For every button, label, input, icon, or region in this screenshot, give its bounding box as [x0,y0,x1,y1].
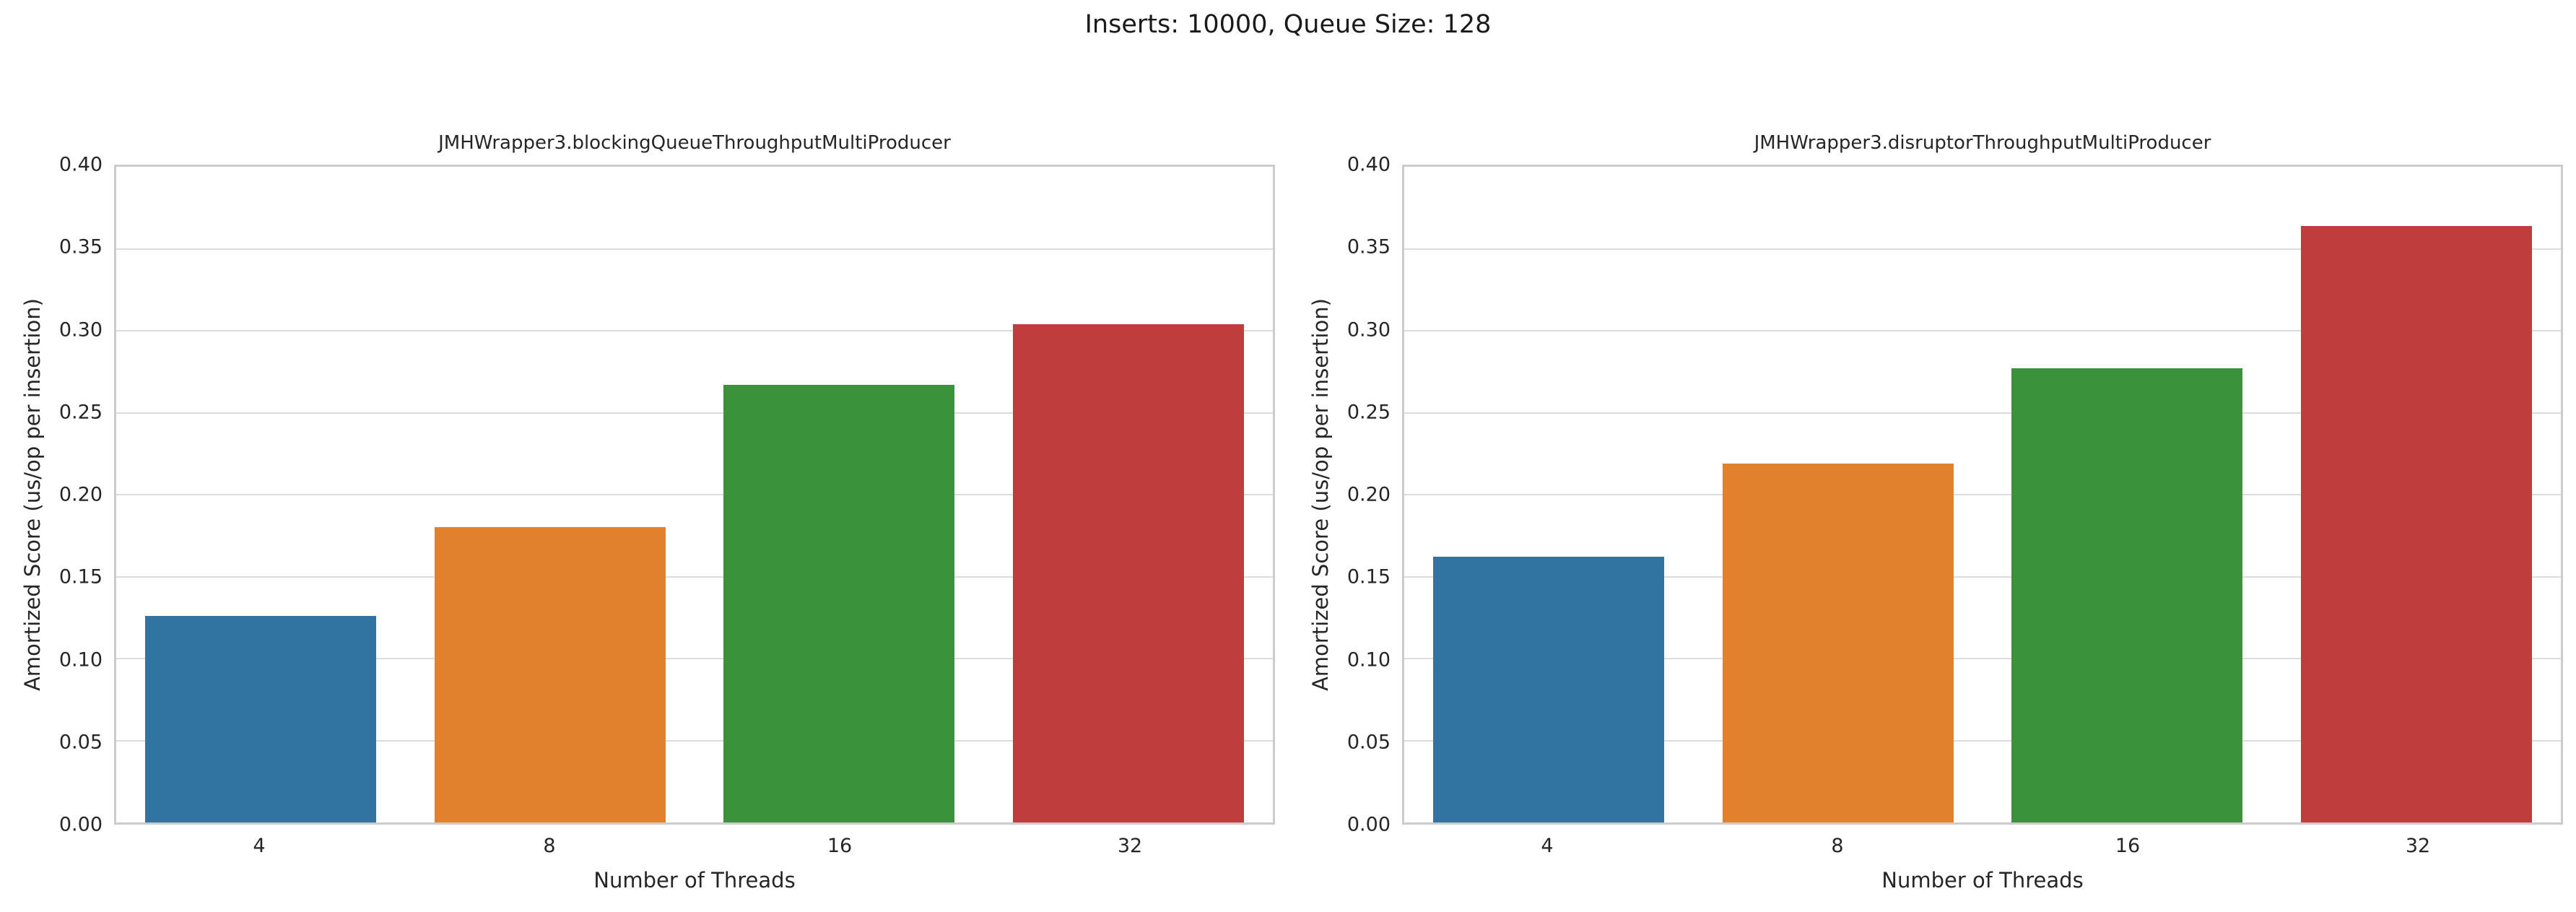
gridline [116,412,1273,414]
gridline [1404,494,2561,495]
bar-8-threads [1722,463,1954,822]
bar-4-threads [1433,557,1665,822]
y-tick-labels: 0.00 0.05 0.10 0.15 0.20 0.25 0.30 0.35 0.40 [0,155,103,835]
gridline [1404,576,2561,578]
plot-area [114,165,1275,825]
chart-disruptor: JMHWrapper3.disruptorThroughputMultiProd… [1288,0,2576,912]
gridline [1404,248,2561,250]
y-tick-label: 0.20 [1346,483,1391,506]
y-tick-labels: 0.00 0.05 0.10 0.15 0.20 0.25 0.30 0.35 0.40 [1288,155,1391,835]
x-tick-label: 16 [2115,835,2141,857]
y-tick-label: 0.15 [58,565,103,589]
gridline [1404,330,2561,331]
x-axis-label: Number of Threads [593,868,796,893]
y-tick-label: 0.10 [58,648,103,671]
y-tick-label: 0.10 [1346,648,1391,671]
y-tick-label: 0.25 [58,401,103,424]
y-tick-label: 0.40 [58,153,103,176]
axes-title: JMHWrapper3.disruptorThroughputMultiProd… [1754,132,2211,154]
x-tick-label: 16 [827,835,853,857]
gridline [1404,412,2561,414]
bar-16-threads [723,384,955,822]
gridline [116,658,1273,659]
bar-32-threads [1012,323,1244,822]
axes-title: JMHWrapper3.blockingQueueThroughputMulti… [438,132,951,154]
x-tick-label: 8 [1831,835,1844,857]
gridline [1404,739,2561,742]
y-tick-label: 0.40 [1346,153,1391,176]
gridline [116,248,1273,250]
y-tick-label: 0.35 [1346,235,1391,259]
x-tick-label: 32 [2405,835,2431,857]
y-tick-label: 0.15 [1346,565,1391,589]
x-tick-label: 32 [1117,835,1143,857]
bar-8-threads [434,527,666,822]
figure-title: Inserts: 10000, Queue Size: 128 [1084,10,1492,39]
gridline [116,330,1273,331]
bar-4-threads [145,615,377,822]
y-tick-label: 0.00 [1346,813,1391,836]
y-tick-label: 0.35 [58,235,103,259]
gridline [116,494,1273,495]
chart-blocking-queue: JMHWrapper3.blockingQueueThroughputMulti… [0,132,1275,893]
x-tick-labels: 4 8 16 32 [1402,836,2563,865]
x-tick-label: 4 [1541,835,1554,857]
y-tick-label: 0.30 [1346,318,1391,341]
x-tick-label: 8 [543,835,556,857]
x-tick-labels: 4 8 16 32 [114,836,1275,865]
bar-32-threads [2300,225,2532,822]
bar-16-threads [2011,368,2243,822]
x-axis-label: Number of Threads [1881,868,2084,893]
gridline [116,576,1273,578]
x-tick-label: 4 [253,835,266,857]
y-tick-label: 0.25 [1346,401,1391,424]
y-tick-label: 0.20 [58,483,103,506]
y-tick-label: 0.30 [58,318,103,341]
y-tick-label: 0.05 [1346,731,1391,754]
gridline [1404,658,2561,659]
plot-area [1402,165,2563,825]
y-tick-label: 0.05 [58,731,103,754]
y-tick-label: 0.00 [58,813,103,836]
gridline [116,739,1273,742]
